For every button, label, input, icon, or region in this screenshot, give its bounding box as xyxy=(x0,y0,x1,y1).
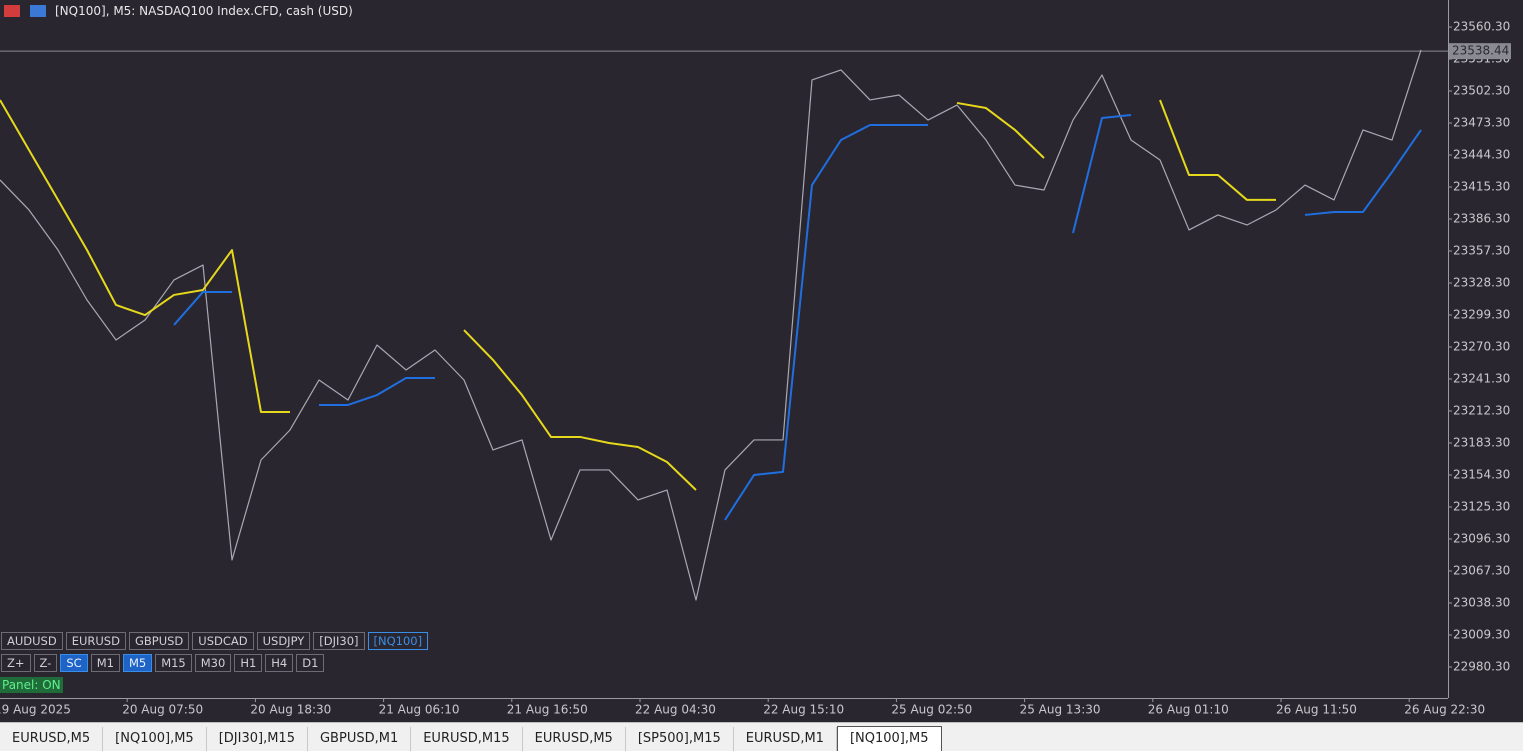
y-tick-label: 23328.30 xyxy=(1453,276,1510,290)
y-tick-label: 23357.30 xyxy=(1453,244,1510,258)
x-tick-label: 20 Aug 07:50 xyxy=(122,703,203,717)
chart-tab[interactable]: [NQ100],M5 xyxy=(836,726,942,751)
y-tick-label: 23502.30 xyxy=(1453,84,1510,98)
symbol-button[interactable]: EURUSD xyxy=(65,632,126,650)
y-tick-label: 23212.30 xyxy=(1453,404,1510,418)
series-line xyxy=(319,377,435,406)
x-tick-label: 21 Aug 16:50 xyxy=(507,703,588,717)
x-tick-label: 26 Aug 11:50 xyxy=(1276,703,1357,717)
series-line xyxy=(463,329,697,491)
symbol-row: AUDUSD EURUSD GBPUSD USDCAD USDJPY [DJI30] [NQ… xyxy=(1,632,429,650)
chart-tab[interactable]: [SP500],M15 xyxy=(626,727,734,751)
series-line xyxy=(173,290,232,326)
chart-tab[interactable]: EURUSD,M5 xyxy=(523,727,626,751)
y-tick-label: 23241.30 xyxy=(1453,372,1510,386)
x-tick-label: 26 Aug 22:30 xyxy=(1404,703,1485,717)
chart-tab[interactable]: EURUSD,M5 xyxy=(0,727,104,751)
timeframe-button[interactable]: D1 xyxy=(296,654,325,672)
y-tick-label: 22980.30 xyxy=(1453,659,1510,673)
chart-tab[interactable]: [DJI30],M15 xyxy=(207,727,308,751)
symbol-button[interactable]: GBPUSD xyxy=(128,632,190,650)
x-tick-label: 22 Aug 15:10 xyxy=(763,703,844,717)
current-price-box xyxy=(1449,43,1511,60)
chart-tab[interactable]: [NQ100],M5 xyxy=(103,727,207,751)
chart-tabs: EURUSD,M5 [NQ100],M5 [DJI30],M15 GBPUSD,M1 E… xyxy=(0,722,1523,751)
symbol-button[interactable]: USDJPY xyxy=(256,632,311,650)
y-tick-label: 23183.30 xyxy=(1453,436,1510,450)
timeframe-button[interactable]: H4 xyxy=(265,654,294,672)
x-tick-label: 25 Aug 02:50 xyxy=(891,703,972,717)
series-line xyxy=(1159,99,1276,201)
y-tick-label: 23270.30 xyxy=(1453,340,1510,354)
y-tick-label: 23560.30 xyxy=(1453,20,1510,34)
y-tick-label: 23415.30 xyxy=(1453,180,1510,194)
y-tick-label: 23299.30 xyxy=(1453,308,1510,322)
timeframe-button[interactable]: M30 xyxy=(194,654,232,672)
timeframe-button[interactable]: M15 xyxy=(155,654,192,672)
y-tick-label: 23473.30 xyxy=(1453,116,1510,130)
timeframe-button[interactable]: M1 xyxy=(90,654,120,672)
chart-tab[interactable]: EURUSD,M15 xyxy=(411,727,523,751)
timeframe-button[interactable]: SC xyxy=(60,654,88,672)
series-line xyxy=(956,101,1045,159)
series-line xyxy=(0,99,290,414)
timeframe-row: Z+ Z- SC M1 M5 M15 M30 H1 H4 D1 xyxy=(1,654,325,672)
plot-area xyxy=(0,0,1448,698)
timeframe-button[interactable]: M5 xyxy=(122,654,153,672)
y-tick-label: 23038.30 xyxy=(1453,595,1510,609)
timeframe-button[interactable]: Z+ xyxy=(1,654,31,672)
y-tick-label: 23444.30 xyxy=(1453,148,1510,162)
chart-title: [NQ100], M5: NASDAQ100 Index.CFD, cash (… xyxy=(55,4,353,18)
symbol-button[interactable]: [NQ100] xyxy=(367,632,429,650)
current-price-label: 23538.44 xyxy=(1452,44,1509,58)
panel-status[interactable]: Panel: ON xyxy=(0,677,63,693)
series-line xyxy=(1304,129,1422,216)
symbol-button[interactable]: [DJI30] xyxy=(313,632,365,650)
chart-icon[interactable] xyxy=(30,5,46,17)
timeframe-button[interactable]: Z- xyxy=(33,654,58,672)
series-line xyxy=(1072,113,1132,234)
x-tick-label: 25 Aug 13:30 xyxy=(1020,703,1101,717)
chart-tab[interactable]: EURUSD,M1 xyxy=(734,727,837,751)
symbol-button[interactable]: AUDUSD xyxy=(1,632,63,650)
x-tick-label: 22 Aug 04:30 xyxy=(635,703,716,717)
timeframe-button[interactable]: H1 xyxy=(234,654,263,672)
chart-tab[interactable]: GBPUSD,M1 xyxy=(308,727,412,751)
x-tick-label: 26 Aug 01:10 xyxy=(1148,703,1229,717)
x-tick-label: 20 Aug 18:30 xyxy=(250,703,331,717)
chart: 23560.3023531.3023502.3023473.3023444.30… xyxy=(0,0,1511,717)
y-tick-label: 23067.30 xyxy=(1453,564,1510,578)
x-tick-label: 19 Aug 2025 xyxy=(0,703,71,717)
series-line xyxy=(724,124,928,521)
y-tick-label: 23009.30 xyxy=(1453,627,1510,641)
x-tick-label: 21 Aug 06:10 xyxy=(379,703,460,717)
y-tick-label: 23154.30 xyxy=(1453,468,1510,482)
y-tick-label: 23125.30 xyxy=(1453,500,1510,514)
y-tick-label: 23096.30 xyxy=(1453,532,1510,546)
symbol-button[interactable]: USDCAD xyxy=(192,632,254,650)
menu-icon[interactable] xyxy=(4,5,20,17)
y-tick-label: 23386.30 xyxy=(1453,212,1510,226)
series-line xyxy=(0,49,1422,601)
